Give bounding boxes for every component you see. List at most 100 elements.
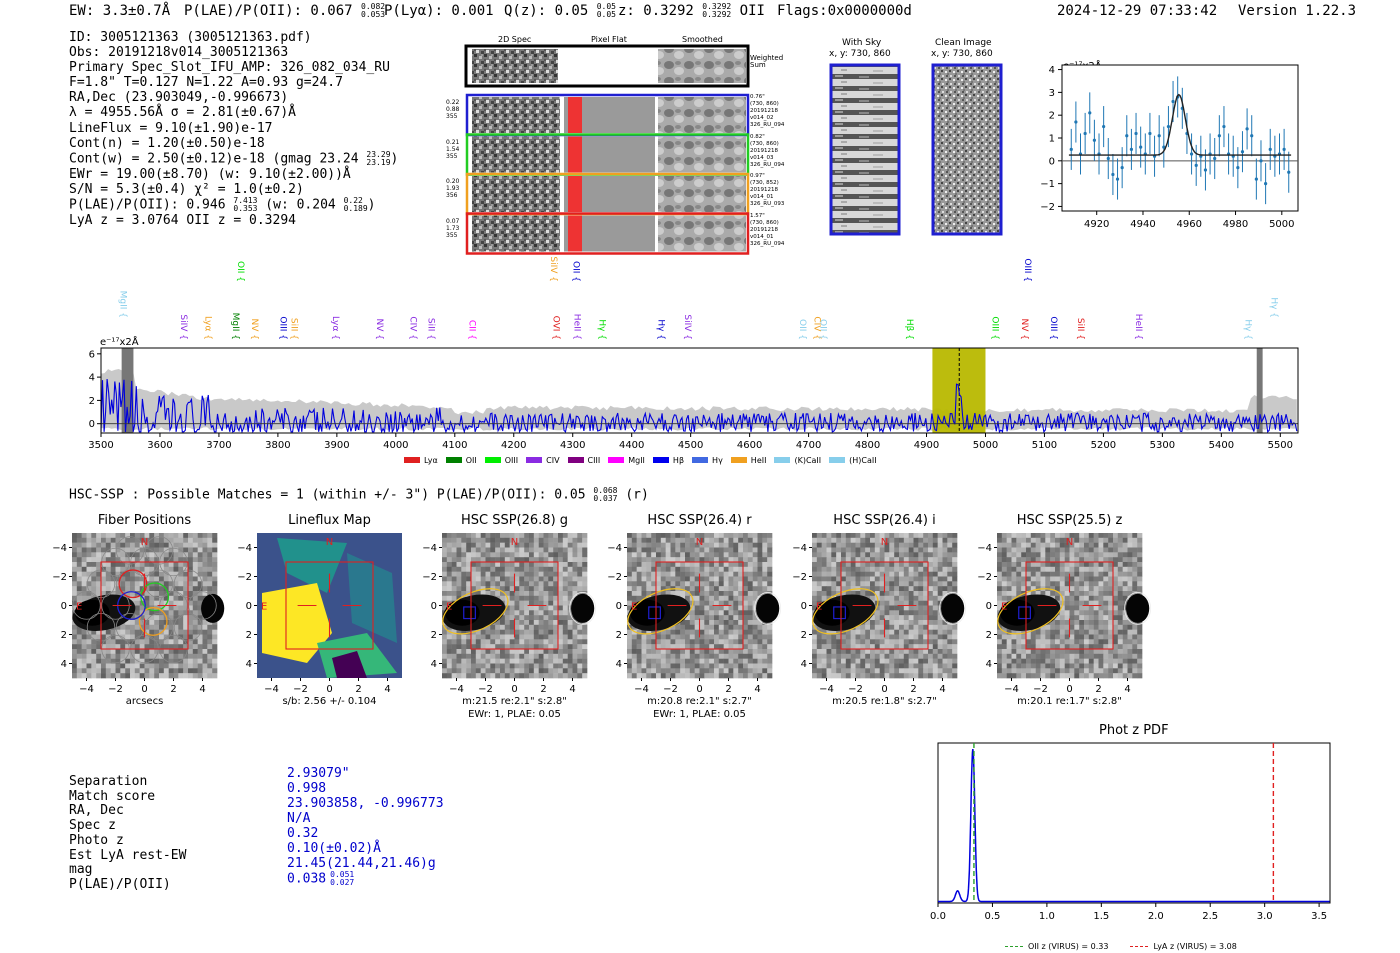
panel-pixel bbox=[1113, 600, 1119, 606]
panel-pixel bbox=[913, 562, 919, 568]
info-plae: P(LAE)/P(OII): 0.946 7.413 0.353 (w: 0.20… bbox=[69, 195, 376, 213]
panel-pixel bbox=[932, 595, 938, 601]
panel-pixel bbox=[874, 537, 880, 543]
panel-pixel bbox=[762, 663, 768, 669]
panel-pixel bbox=[899, 586, 905, 592]
panel-pixel bbox=[865, 581, 871, 587]
panel-pixel bbox=[509, 649, 515, 655]
panel-pixel bbox=[908, 620, 914, 626]
panel-caption-4: m:20.5 re:1.8" s:2.7" bbox=[832, 696, 937, 707]
panel-pixel bbox=[636, 658, 642, 664]
panel-pixel bbox=[572, 581, 578, 587]
panel-pixel bbox=[110, 581, 116, 587]
panel-pixel bbox=[831, 663, 837, 669]
panel-pixel bbox=[665, 668, 671, 674]
panel-pixel bbox=[1137, 649, 1143, 655]
panel-pixel bbox=[1011, 576, 1017, 582]
panel-pixel bbox=[212, 663, 218, 669]
panel-pixel bbox=[879, 581, 885, 587]
panel-pixel bbox=[1016, 557, 1022, 563]
panel-pixel bbox=[524, 658, 530, 664]
panel-pixel bbox=[1108, 586, 1114, 592]
panel-pixel bbox=[860, 658, 866, 664]
panel-pixel bbox=[480, 639, 486, 645]
panel-pixel bbox=[631, 533, 637, 539]
with-sky-title: With Sky bbox=[842, 38, 882, 48]
panel-pixel bbox=[699, 586, 705, 592]
panel-pixel bbox=[466, 653, 472, 659]
panel-pixel bbox=[110, 649, 116, 655]
panel-pixel bbox=[723, 586, 729, 592]
spectrum-legend-swatch-1 bbox=[445, 457, 462, 463]
panel-pixel bbox=[110, 557, 116, 563]
panel-pixel bbox=[475, 653, 481, 659]
panel-pixel bbox=[747, 673, 753, 679]
panel-pixel bbox=[752, 571, 758, 577]
lineflux-peak bbox=[262, 583, 332, 663]
panel-pixel bbox=[1127, 649, 1133, 655]
panel-pixel bbox=[81, 557, 87, 563]
panel-pixel bbox=[689, 668, 695, 674]
panel-pixel bbox=[168, 552, 174, 558]
panel-pixel bbox=[495, 620, 501, 626]
panel-pixel bbox=[997, 629, 1003, 635]
panel-pixel bbox=[475, 668, 481, 674]
panel-pixel bbox=[91, 658, 97, 664]
panel-pixel bbox=[865, 644, 871, 650]
panel-pixel bbox=[1026, 639, 1032, 645]
panel-pixel bbox=[714, 537, 720, 543]
panel-pixel bbox=[1026, 581, 1032, 587]
panel-pixel bbox=[1098, 566, 1104, 572]
panel-pixel bbox=[855, 562, 861, 568]
panel-pixel bbox=[504, 658, 510, 664]
panel-pixel bbox=[646, 649, 652, 655]
panel-pixel bbox=[899, 624, 905, 630]
panel-pixel bbox=[656, 668, 662, 674]
panel-pixel bbox=[1074, 562, 1080, 568]
panel-pixel bbox=[704, 533, 710, 539]
panel-pixel bbox=[504, 571, 510, 577]
panel-pixel bbox=[105, 557, 111, 563]
panel-pixel bbox=[937, 562, 943, 568]
panel-pixel bbox=[689, 591, 695, 597]
panel-pixel bbox=[446, 649, 452, 655]
panel-pixel bbox=[850, 571, 856, 577]
panel-pixel bbox=[163, 566, 169, 572]
panel-pixel bbox=[110, 547, 116, 553]
cutout-right-2-4: 326_RU_093 bbox=[750, 201, 785, 207]
panel-pixel bbox=[144, 591, 150, 597]
panel-pixel bbox=[1045, 624, 1051, 630]
panel-pixel bbox=[913, 533, 919, 539]
panel-ytick-label: 4 bbox=[431, 659, 437, 670]
panel-pixel bbox=[582, 562, 588, 568]
panel-pixel bbox=[675, 673, 681, 679]
panel-pixel bbox=[553, 605, 559, 611]
panel-pixel bbox=[553, 542, 559, 548]
panel-pixel bbox=[670, 668, 676, 674]
spectrum-legend-label-5: MgII bbox=[628, 455, 645, 465]
cutout-col-flat: Pixel Flat bbox=[591, 35, 627, 44]
panel-pixel bbox=[694, 595, 700, 601]
panel-pixel bbox=[163, 658, 169, 664]
panel-pixel bbox=[125, 542, 131, 548]
panel-pixel bbox=[641, 673, 647, 679]
panel-pixel bbox=[76, 557, 82, 563]
panel-pixel bbox=[889, 547, 895, 553]
panel-pixel bbox=[723, 542, 729, 548]
panel-pixel bbox=[529, 591, 535, 597]
panel-pixel bbox=[874, 576, 880, 582]
panel-pixel bbox=[509, 586, 515, 592]
panel-pixel bbox=[733, 591, 739, 597]
panel-pixel bbox=[456, 547, 462, 553]
panel-pixel bbox=[641, 566, 647, 572]
panel-pixel bbox=[1064, 615, 1070, 621]
panel-pixel bbox=[1103, 629, 1109, 635]
panel-pixel bbox=[685, 653, 691, 659]
panel-pixel bbox=[997, 586, 1003, 592]
panel-pixel bbox=[548, 586, 554, 592]
panel-pixel bbox=[757, 653, 763, 659]
panel-pixel bbox=[723, 615, 729, 621]
panel-pixel bbox=[168, 537, 174, 543]
panel-pixel bbox=[519, 552, 525, 558]
panel-pixel bbox=[680, 639, 686, 645]
